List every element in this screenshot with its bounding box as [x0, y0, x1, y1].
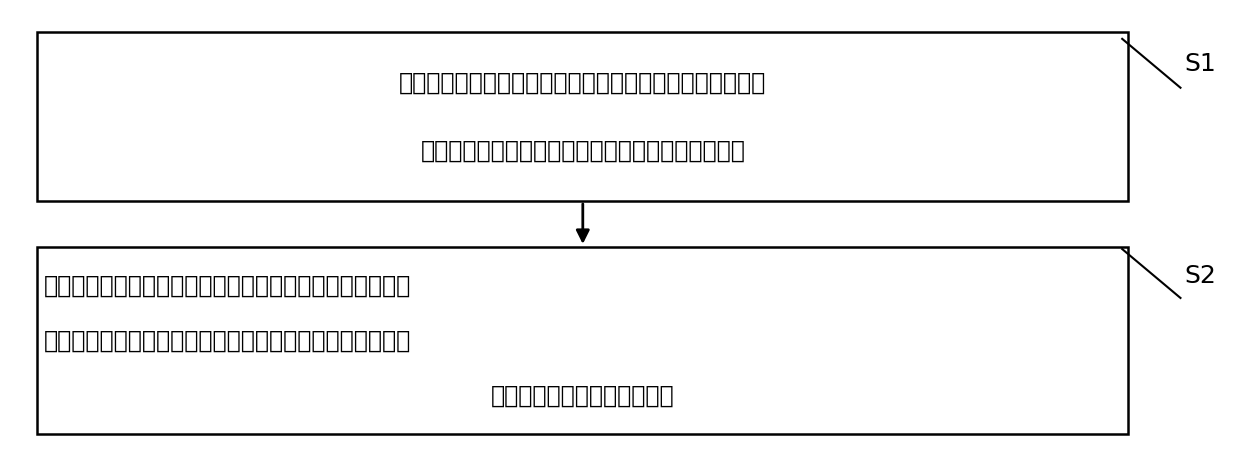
Text: S2: S2 — [1184, 265, 1216, 288]
Text: 控制信号，测试所述主汽阀开闭，以测试所述主汽阀与所述: 控制信号，测试所述主汽阀开闭，以测试所述主汽阀与所述 — [43, 329, 410, 352]
Text: 通过阀门调试装置模拟所述汽轮机保护系统对所述主汽阀的: 通过阀门调试装置模拟所述汽轮机保护系统对所述主汽阀的 — [43, 274, 410, 298]
Bar — [37, 32, 1128, 201]
Bar — [37, 247, 1128, 434]
Text: 通过仿真机模拟并发送汽轮机多个运行参数至所述汽轮机保: 通过仿真机模拟并发送汽轮机多个运行参数至所述汽轮机保 — [399, 70, 766, 94]
Text: S1: S1 — [1184, 52, 1216, 76]
Text: 汽轮机保护系统动作是否匹配: 汽轮机保护系统动作是否匹配 — [491, 383, 675, 407]
Text: 护系统，以对所述汽轮机保护系统进行保护动作测试: 护系统，以对所述汽轮机保护系统进行保护动作测试 — [420, 139, 745, 163]
